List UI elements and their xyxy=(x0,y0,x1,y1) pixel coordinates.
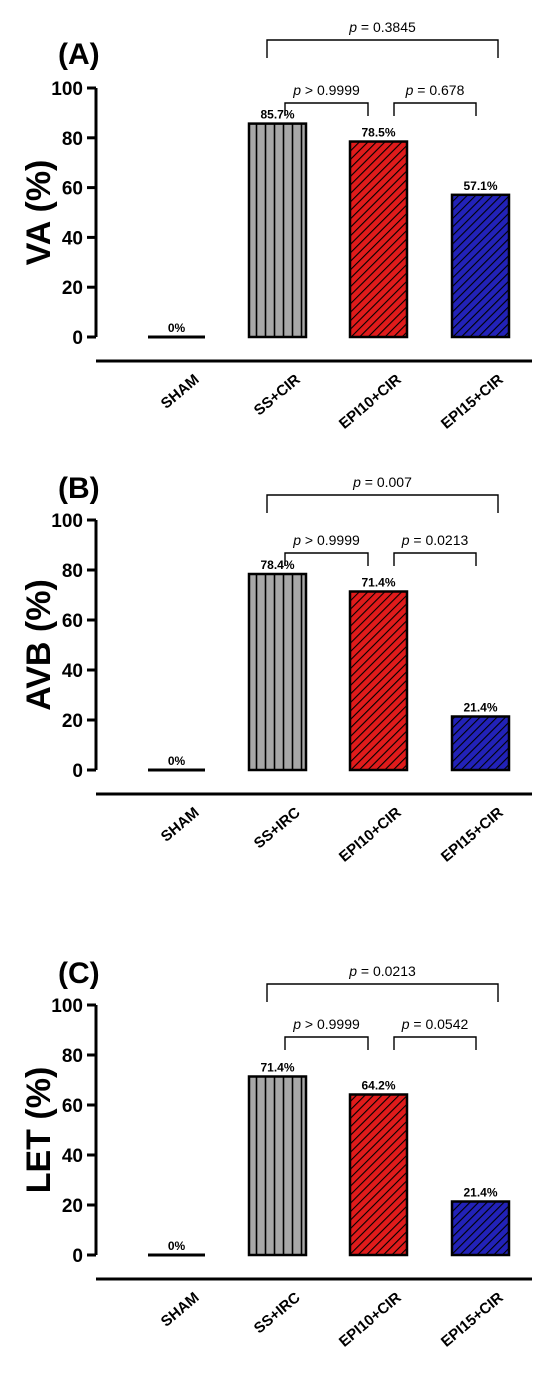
y-tick-label: 60 xyxy=(62,179,83,200)
data-label: 78.4% xyxy=(260,558,294,572)
bar xyxy=(450,715,511,772)
p-value: = 0.007 xyxy=(361,474,412,490)
significance-bracket xyxy=(266,494,499,513)
data-label: 57.1% xyxy=(463,179,497,193)
data-label: 64.2% xyxy=(361,1079,395,1093)
y-tick-label: 0 xyxy=(72,761,83,782)
category-label: SS+CIR xyxy=(251,371,304,419)
p-symbol: p xyxy=(292,532,301,548)
p-value: = 0.0542 xyxy=(410,1016,469,1032)
significance-bracket xyxy=(393,102,477,116)
panel-c: (C) LET (%) 0 20 40 60 80 100 0% SHAM 71.4% SS+IRC 6… xyxy=(20,957,532,1351)
p-symbol: p xyxy=(292,1016,301,1032)
p-value-label: p = 0.0213 xyxy=(348,963,416,979)
p-value: > 0.9999 xyxy=(301,82,360,98)
bar xyxy=(450,1200,511,1257)
p-value: = 0.678 xyxy=(413,82,464,98)
bar xyxy=(247,1075,308,1257)
significance-bracket xyxy=(284,102,369,116)
category-label: EPI10+CIR xyxy=(336,371,405,433)
y-tick-label: 20 xyxy=(62,1196,83,1217)
significance-bracket xyxy=(284,552,369,566)
p-symbol: p xyxy=(352,474,361,490)
y-tick-label: 20 xyxy=(62,278,83,299)
data-label: 71.4% xyxy=(260,1061,294,1075)
data-label: 71.4% xyxy=(361,576,395,590)
panel-label: (C) xyxy=(58,957,100,990)
category-label: SHAM xyxy=(158,371,203,412)
panel-label: (B) xyxy=(58,472,100,505)
y-tick-label: 80 xyxy=(62,129,83,150)
p-value-label: p = 0.0542 xyxy=(401,1016,469,1032)
p-value-label: p > 0.9999 xyxy=(292,82,360,98)
y-tick-label: 100 xyxy=(51,511,83,532)
y-tick-label: 20 xyxy=(62,711,83,732)
y-tick-label: 40 xyxy=(62,228,83,249)
p-symbol: p xyxy=(348,19,357,35)
bar xyxy=(247,572,308,772)
bar xyxy=(247,122,308,339)
category-label: SS+IRC xyxy=(251,804,304,852)
p-value-label: p = 0.3845 xyxy=(348,19,416,35)
p-symbol: p xyxy=(348,963,357,979)
significance-bracket xyxy=(266,39,499,58)
y-tick-label: 0 xyxy=(72,328,83,349)
category-label: SHAM xyxy=(158,804,203,845)
p-value: = 0.3845 xyxy=(357,19,416,35)
p-symbol: p xyxy=(401,1016,410,1032)
category-label: EPI15+CIR xyxy=(438,1289,507,1351)
data-label: 21.4% xyxy=(463,701,497,715)
p-value-label: p > 0.9999 xyxy=(292,1016,360,1032)
p-value-label: p > 0.9999 xyxy=(292,532,360,548)
p-symbol: p xyxy=(292,82,301,98)
data-label: 78.5% xyxy=(361,126,395,140)
y-axis-label: VA (%) xyxy=(20,160,58,266)
p-value-label: p = 0.007 xyxy=(352,474,412,490)
y-tick-label: 60 xyxy=(62,611,83,632)
panel-b: (B) AVB (%) 0 20 40 60 80 100 0% SHAM 78.4% SS+IRC 7… xyxy=(20,472,532,866)
significance-bracket xyxy=(266,983,499,1002)
p-symbol: p xyxy=(405,82,414,98)
y-tick-label: 100 xyxy=(51,79,83,100)
y-axis-label: LET (%) xyxy=(20,1067,58,1194)
category-label: EPI15+CIR xyxy=(438,371,507,433)
data-label: 0% xyxy=(168,754,186,768)
category-label: EPI10+CIR xyxy=(336,804,405,866)
p-value-label: p = 0.678 xyxy=(405,82,465,98)
y-tick-label: 80 xyxy=(62,1046,83,1067)
bar xyxy=(450,193,511,339)
data-label: 0% xyxy=(168,321,186,335)
significance-bracket xyxy=(393,552,477,566)
y-tick-label: 60 xyxy=(62,1096,83,1117)
data-label: 0% xyxy=(168,1239,186,1253)
p-value: = 0.0213 xyxy=(410,532,469,548)
panel-a: (A) VA (%) 0 20 40 60 80 100 0% SHAM 85.7% SS+CIR 78… xyxy=(20,19,532,433)
p-symbol: p xyxy=(401,532,410,548)
y-axis-label: AVB (%) xyxy=(20,579,58,711)
category-label: EPI15+CIR xyxy=(438,804,507,866)
y-tick-label: 40 xyxy=(62,1146,83,1167)
bar xyxy=(348,1093,409,1257)
category-label: SHAM xyxy=(158,1289,203,1330)
y-tick-label: 80 xyxy=(62,561,83,582)
bar xyxy=(348,140,409,339)
category-label: EPI10+CIR xyxy=(336,1289,405,1351)
p-value: > 0.9999 xyxy=(301,1016,360,1032)
data-label: 21.4% xyxy=(463,1186,497,1200)
p-value: > 0.9999 xyxy=(301,532,360,548)
p-value: = 0.0213 xyxy=(357,963,416,979)
panel-label: (A) xyxy=(58,38,100,71)
y-tick-label: 0 xyxy=(72,1246,83,1267)
data-label: 85.7% xyxy=(260,108,294,122)
significance-bracket xyxy=(393,1036,477,1050)
p-value-label: p = 0.0213 xyxy=(401,532,469,548)
y-tick-label: 40 xyxy=(62,661,83,682)
significance-bracket xyxy=(284,1036,369,1050)
bar xyxy=(348,590,409,772)
y-tick-label: 100 xyxy=(51,996,83,1017)
category-label: SS+IRC xyxy=(251,1289,304,1337)
